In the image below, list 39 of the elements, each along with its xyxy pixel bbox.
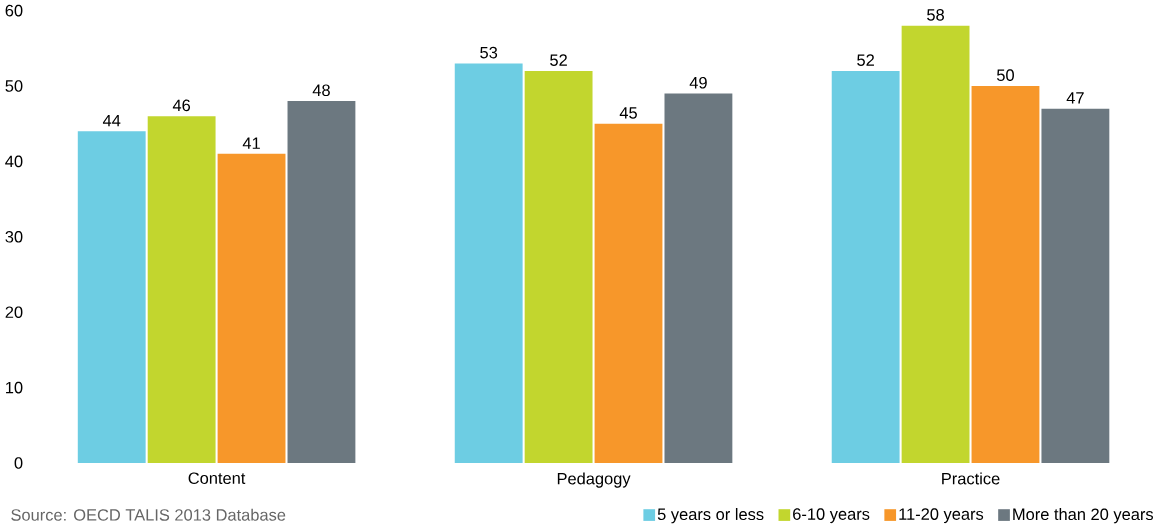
- y-tick-label: 30: [5, 230, 23, 243]
- legend-label: 11-20 years: [899, 508, 984, 524]
- data-label: 47: [1066, 92, 1084, 104]
- y-tick-label: 20: [5, 306, 23, 318]
- data-label: 49: [689, 76, 707, 89]
- x-tick-label: Pedagogy: [557, 472, 631, 488]
- bar: [664, 93, 733, 463]
- legend-label: 5 years or less: [657, 507, 764, 524]
- data-label: 53: [480, 46, 498, 59]
- bar: [524, 70, 593, 463]
- bar: [217, 153, 286, 463]
- bar: [1041, 108, 1110, 463]
- x-tick-label: Content: [188, 472, 246, 484]
- x-tick-label: Practice: [942, 472, 1000, 485]
- data-label: 52: [550, 54, 567, 66]
- bar: [77, 131, 146, 463]
- legend-label: More than 20 years: [1013, 507, 1154, 524]
- data-label: 48: [312, 84, 330, 96]
- bar: [901, 25, 970, 463]
- data-label: 58: [927, 8, 944, 21]
- source-note: Source: OECD TALIS 2013 Database: [11, 508, 286, 521]
- data-label: 45: [619, 107, 637, 119]
- y-tick-label: 60: [5, 4, 23, 17]
- y-tick-label: 10: [6, 381, 23, 394]
- y-tick-label: 0: [14, 457, 23, 469]
- data-label: 50: [996, 69, 1014, 81]
- legend-label: 6-10 years: [793, 508, 870, 524]
- bar: [971, 85, 1040, 463]
- bar: [831, 70, 900, 463]
- bar: [147, 116, 216, 463]
- bar: [594, 123, 663, 463]
- y-tick-label: 40: [5, 155, 23, 168]
- bar: [287, 100, 356, 463]
- data-label: 44: [102, 114, 121, 127]
- data-label: 46: [172, 99, 191, 112]
- bar: [454, 63, 523, 463]
- data-label: 41: [242, 137, 260, 149]
- data-label: 52: [857, 54, 874, 66]
- y-tick-label: 50: [5, 80, 23, 92]
